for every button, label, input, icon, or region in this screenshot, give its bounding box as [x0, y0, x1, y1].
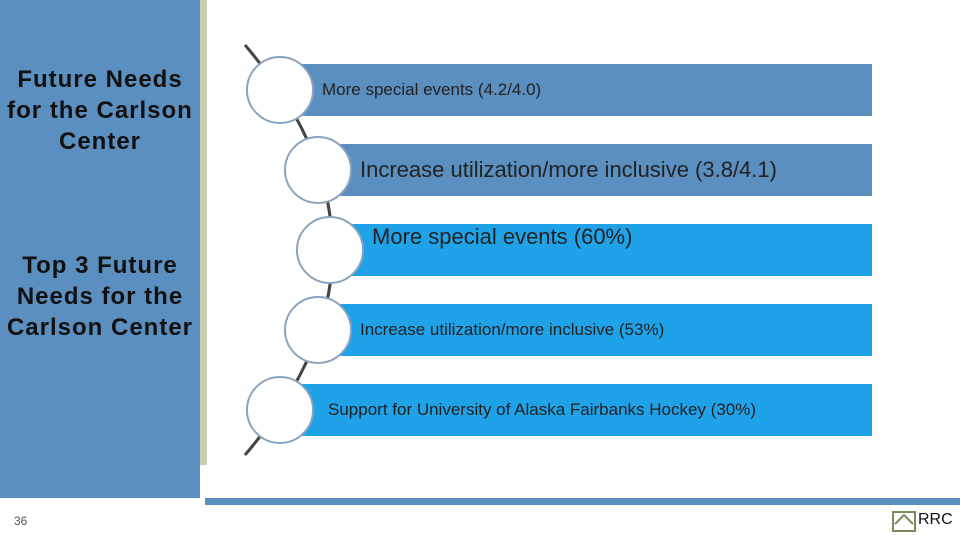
item-bar: More special events (60%) [350, 224, 872, 276]
logo-icon [894, 513, 914, 525]
item-bar: Increase utilization/more inclusive (53%… [340, 304, 872, 356]
node [246, 376, 314, 444]
subheading: Top 3 Future Needs for the Carlson Cente… [6, 252, 194, 341]
logo-icon [892, 511, 916, 532]
logo: RRC [918, 511, 953, 528]
footer-band [205, 498, 960, 505]
item-bar: Support for University of Alaska Fairban… [300, 384, 872, 436]
divider [200, 0, 207, 465]
item-bar: More special events (4.2/4.0) [300, 64, 872, 116]
node [284, 296, 352, 364]
page-number: 36 [14, 514, 28, 528]
node [284, 136, 352, 204]
heading: Future Needs for the Carlson Center [7, 66, 193, 155]
node [246, 56, 314, 124]
item-bar: Increase utilization/more inclusive (3.8… [340, 144, 872, 196]
sidebar [0, 0, 200, 498]
node [296, 216, 364, 284]
